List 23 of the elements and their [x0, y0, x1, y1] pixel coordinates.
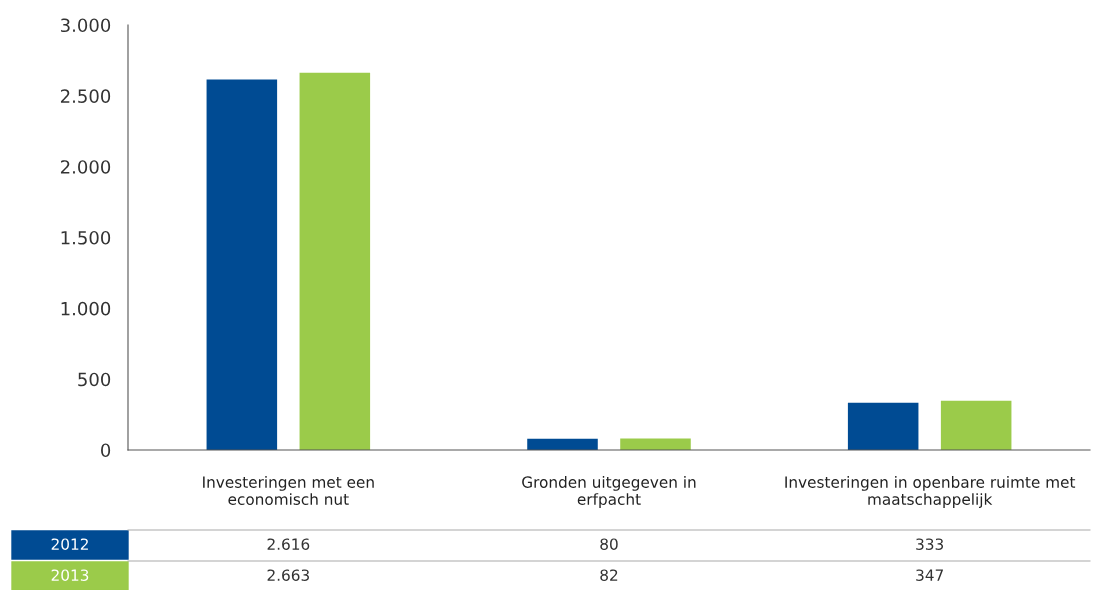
bar — [847, 402, 919, 450]
data-label: 347 — [916, 569, 943, 581]
bar — [299, 72, 371, 450]
text: 2012 — [51, 538, 88, 550]
y-tick-label: 0 — [101, 443, 111, 458]
data-label: 2.663 — [267, 569, 309, 581]
y-tick-label: 3.000 — [61, 18, 111, 33]
y-tick-label: 1.500 — [61, 230, 111, 245]
x-tick-label: Gronden uitgegeven in erfpacht — [522, 476, 696, 508]
y-tick-label: 2.500 — [60, 89, 111, 103]
y-tick-label: 1.000 — [61, 301, 111, 316]
x-tick-label: Investeringen in openbare ruimte met maatschappelijk — [785, 476, 1076, 508]
data-label: 82 — [600, 569, 618, 581]
x-tick-label: Investeringen met een economisch nut — [203, 476, 374, 505]
y-tick-label: 2.000 — [60, 160, 111, 174]
bar — [206, 79, 278, 450]
bar — [940, 400, 1012, 450]
data-label: 333 — [916, 538, 944, 550]
text: 2013 — [51, 569, 89, 581]
data-label: 2.616 — [267, 538, 310, 550]
data-label: 80 — [600, 538, 618, 550]
y-tick-label: 500 — [78, 372, 111, 387]
bar — [620, 438, 691, 450]
